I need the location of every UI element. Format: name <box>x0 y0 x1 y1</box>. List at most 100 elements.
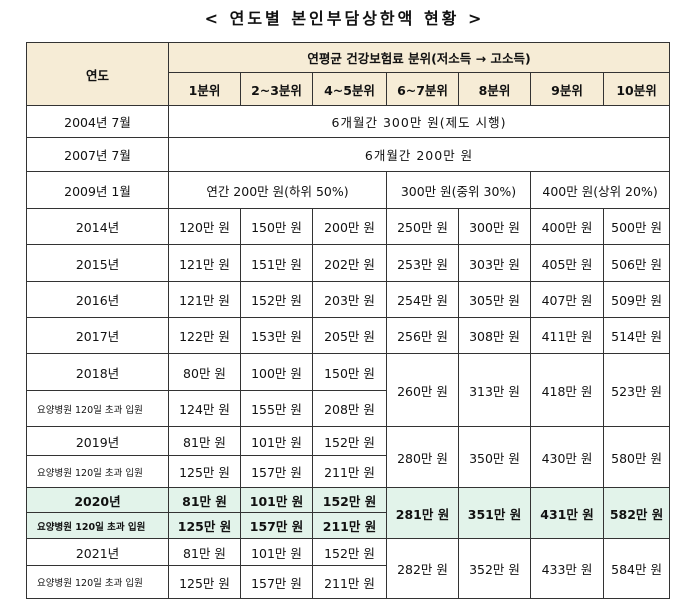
copay-ceiling-table: 연도 연평균 건강보험료 분위(저소득 → 고소득) 1분위 2~3분위 4~5… <box>26 42 671 599</box>
value-cell: 200만 원 <box>312 208 387 245</box>
value-cell: 282만 원 <box>386 538 459 599</box>
table-row: 2007년 7월 6개월간 200만 원 <box>26 137 671 172</box>
value-cell: 352만 원 <box>458 538 531 599</box>
value-cell: 514만 원 <box>602 317 671 354</box>
value-cell: 431만 원 <box>530 487 604 539</box>
sub-label: 요양병원 120일 초과 입원 <box>26 455 169 488</box>
table-row: 2016년 121만 원 152만 원 203만 원 254만 원 305만 원… <box>26 281 671 318</box>
header-decile-1: 1분위 <box>168 72 241 106</box>
bracket-high: 400만 원(상위 20%) <box>529 171 671 209</box>
year-cell: 2020년 <box>26 487 169 513</box>
value-cell: 120만 원 <box>168 208 241 245</box>
value-cell: 152만 원 <box>240 281 313 318</box>
value-cell: 407만 원 <box>530 281 604 318</box>
value-cell: 250만 원 <box>386 208 459 245</box>
year-cell: 2014년 <box>26 208 169 245</box>
header-decile-8: 8분위 <box>458 72 531 106</box>
value-cell: 256만 원 <box>386 317 459 354</box>
value-cell: 584만 원 <box>602 538 671 599</box>
header-decile-2-3: 2~3분위 <box>240 72 313 106</box>
value-cell: 211만 원 <box>312 565 387 599</box>
sub-label: 요양병원 120일 초과 입원 <box>26 512 169 539</box>
value-cell: 101만 원 <box>240 487 313 513</box>
value-cell: 150만 원 <box>312 353 387 391</box>
value-cell: 152만 원 <box>312 538 387 566</box>
value-cell: 211만 원 <box>312 455 387 488</box>
value-cell: 433만 원 <box>530 538 604 599</box>
year-cell: 2015년 <box>26 244 169 282</box>
value-cell: 254만 원 <box>386 281 459 318</box>
value-cell: 305만 원 <box>458 281 531 318</box>
value-cell: 580만 원 <box>602 426 671 488</box>
table-row: 2004년 7월 6개월간 300만 원(제도 시행) <box>26 105 671 138</box>
period-note: 6개월간 300만 원(제도 시행) <box>167 105 671 138</box>
table-row: 2015년 121만 원 151만 원 202만 원 253만 원 303만 원… <box>26 244 671 282</box>
value-cell: 506만 원 <box>602 244 671 282</box>
value-cell: 430만 원 <box>530 426 604 488</box>
value-cell: 211만 원 <box>312 512 387 539</box>
sub-label: 요양병원 120일 초과 입원 <box>26 390 169 427</box>
bracket-mid: 300만 원(중위 30%) <box>386 171 531 209</box>
value-cell: 411만 원 <box>530 317 604 354</box>
value-cell: 122만 원 <box>168 317 241 354</box>
value-cell: 81만 원 <box>168 538 241 566</box>
header-decile-9: 9분위 <box>530 72 604 106</box>
table-row: 2017년 122만 원 153만 원 205만 원 256만 원 308만 원… <box>26 317 671 354</box>
value-cell: 150만 원 <box>240 208 313 245</box>
value-cell: 152만 원 <box>312 487 387 513</box>
value-cell: 418만 원 <box>530 353 604 427</box>
table-row: 2019년 81만 원 101만 원 152만 원 280만 원 350만 원 … <box>26 426 671 488</box>
year-cell: 2016년 <box>26 281 169 318</box>
value-cell: 101만 원 <box>240 426 313 456</box>
value-cell: 281만 원 <box>386 487 459 539</box>
value-cell: 203만 원 <box>312 281 387 318</box>
value-cell: 300만 원 <box>458 208 531 245</box>
value-cell: 157만 원 <box>240 455 313 488</box>
table-row: 요양병원 120일 초과 입원 124만 원 155만 원 208만 원 <box>26 390 670 427</box>
value-cell: 157만 원 <box>240 512 313 539</box>
header-group: 연평균 건강보험료 분위(저소득 → 고소득) <box>167 42 671 73</box>
value-cell: 400만 원 <box>530 208 604 245</box>
year-cell: 2019년 <box>26 426 169 456</box>
value-cell: 313만 원 <box>458 353 531 427</box>
year-cell: 2017년 <box>26 317 169 354</box>
value-cell: 308만 원 <box>458 317 531 354</box>
value-cell: 523만 원 <box>602 353 671 427</box>
value-cell: 500만 원 <box>602 208 671 245</box>
value-cell: 121만 원 <box>168 244 241 282</box>
header-year: 연도 <box>26 42 169 106</box>
year-cell: 2004년 7월 <box>26 105 169 138</box>
value-cell: 205만 원 <box>312 317 387 354</box>
value-cell: 125만 원 <box>168 455 241 488</box>
value-cell: 351만 원 <box>458 487 531 539</box>
value-cell: 405만 원 <box>530 244 604 282</box>
value-cell: 582만 원 <box>602 487 671 539</box>
value-cell: 81만 원 <box>168 487 241 513</box>
sub-label: 요양병원 120일 초과 입원 <box>26 565 169 599</box>
table-row: 2018년 80만 원 100만 원 150만 원 260만 원 313만 원 … <box>26 353 671 427</box>
header-decile-6-7: 6~7분위 <box>386 72 459 106</box>
value-cell: 152만 원 <box>312 426 387 456</box>
bracket-low: 연간 200만 원(하위 50%) <box>168 171 387 209</box>
year-cell: 2018년 <box>26 353 169 391</box>
value-cell: 303만 원 <box>458 244 531 282</box>
header-decile-4-5: 4~5분위 <box>312 72 387 106</box>
value-cell: 260만 원 <box>386 353 459 427</box>
value-cell: 121만 원 <box>168 281 241 318</box>
value-cell: 202만 원 <box>312 244 387 282</box>
table-row: 요양병원 120일 초과 입원 125만 원 157만 원 211만 원 <box>26 455 670 488</box>
value-cell: 124만 원 <box>168 390 241 427</box>
year-cell: 2007년 7월 <box>26 137 169 172</box>
value-cell: 80만 원 <box>168 353 241 391</box>
table-row: 2020년 81만 원 101만 원 152만 원 281만 원 351만 원 … <box>26 487 671 539</box>
table-row: 2009년 1월 연간 200만 원(하위 50%) 300만 원(중위 30%… <box>26 171 671 209</box>
value-cell: 155만 원 <box>240 390 313 427</box>
table-row: 요양병원 120일 초과 입원 125만 원 157만 원 211만 원 <box>26 565 670 599</box>
value-cell: 100만 원 <box>240 353 313 391</box>
value-cell: 157만 원 <box>240 565 313 599</box>
table-row: 요양병원 120일 초과 입원 125만 원 157만 원 211만 원 <box>26 512 670 539</box>
value-cell: 81만 원 <box>168 426 241 456</box>
year-cell: 2021년 <box>26 538 169 566</box>
period-note: 6개월간 200만 원 <box>167 137 671 172</box>
value-cell: 253만 원 <box>386 244 459 282</box>
